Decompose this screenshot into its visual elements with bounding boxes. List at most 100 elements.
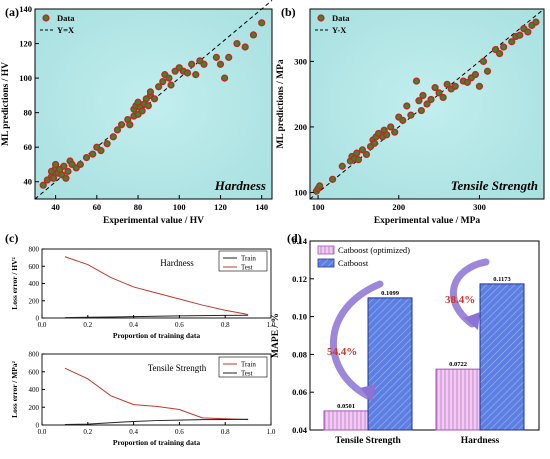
bar-optimized	[435, 368, 481, 431]
legend-label-data: Data	[57, 13, 75, 23]
data-point	[423, 100, 431, 108]
data-point	[479, 57, 488, 66]
panel-letter: (b)	[281, 5, 296, 19]
data-point	[138, 107, 146, 115]
data-point	[150, 95, 159, 103]
y-tick-label: 0.14	[292, 236, 308, 246]
data-point	[200, 60, 208, 68]
x-tick-label: 0.8	[221, 321, 230, 329]
x-tick-label: 200	[392, 202, 405, 212]
arrow-hardness	[449, 258, 490, 328]
legend-label-optimized: Catboost (optimized)	[338, 245, 410, 255]
x-tick-label: 0.2	[83, 321, 92, 329]
y-axis-label: Loss error / HV²	[10, 256, 19, 309]
data-point	[249, 31, 258, 39]
bar-catboost	[367, 297, 413, 431]
data-point	[233, 39, 241, 48]
y-tick-label: 0.08	[292, 349, 307, 359]
data-point	[60, 162, 68, 170]
data-point	[475, 82, 484, 90]
legend-label-ref: Y-X	[332, 25, 347, 35]
legend: Data Y-X	[315, 13, 350, 35]
data-point	[353, 149, 361, 157]
data-point	[328, 175, 337, 183]
data-point	[192, 71, 200, 79]
data-point	[146, 88, 155, 96]
legend: Catboost (optimized) Catboost	[317, 245, 410, 268]
data-point	[451, 82, 459, 90]
data-point	[221, 74, 229, 82]
y-tick-label: 140	[19, 4, 32, 14]
data-point	[338, 162, 346, 170]
legend-label-data: Data	[332, 13, 350, 23]
data-point	[417, 106, 425, 115]
panel-annotation: Tensile Strength	[148, 363, 207, 373]
x-tick-label: 0.4	[129, 321, 138, 329]
data-point	[82, 153, 91, 162]
y-tick-label: 0.06	[292, 387, 307, 397]
x-tick-label: 60	[93, 202, 102, 212]
legend-marker-data	[42, 14, 50, 22]
series-line-train	[64, 367, 249, 421]
bar-catboost	[479, 283, 525, 431]
y-tick-label: 0.12	[292, 274, 307, 284]
data-point	[167, 81, 175, 89]
panel-letter: (a)	[5, 5, 19, 19]
legend-box	[218, 356, 268, 378]
reduction-label-tensile: 54.4%	[327, 346, 357, 358]
panel-a-group: 40 60 80 100 120 140 40 60 80 100 120 140 Experiment…	[1, 0, 273, 226]
bar-value-label: 0.0722	[449, 361, 467, 368]
x-tick-label: 300	[473, 202, 486, 212]
y-tick-label: 400	[29, 386, 40, 394]
y-tick-label: 100	[19, 73, 32, 83]
x-tick-label: 0.6	[175, 428, 184, 436]
data-point	[52, 160, 60, 169]
arrow-head-tensile	[360, 384, 376, 402]
y-tick-label: 0.10	[292, 312, 307, 322]
y-tick-label: 100	[294, 187, 307, 197]
y-tick-label: 800	[29, 246, 40, 254]
data-point	[524, 28, 532, 36]
y-tick-label: 80	[24, 108, 33, 118]
bar-value-label: 0.1173	[493, 276, 511, 283]
data-point	[354, 156, 363, 164]
bar-optimized	[323, 410, 369, 431]
data-point	[431, 84, 439, 92]
data-point	[391, 128, 399, 136]
x-tick-label: 1.0	[267, 321, 276, 329]
data-point	[358, 146, 367, 154]
x-axis-label: Proportion of training data	[113, 438, 200, 447]
data-point	[463, 78, 471, 86]
data-point	[362, 150, 371, 159]
x-tick-label: 0.4	[129, 428, 138, 436]
y-tick-label: 0.04	[292, 425, 308, 435]
data-point	[471, 70, 480, 79]
x-tick-label: 100	[173, 202, 186, 212]
category-label: Tensile Strength	[335, 436, 401, 446]
data-point	[76, 160, 84, 169]
panel-c-top-group: 0.0 0.2 0.4 0.6 0.8 1.0 0 200 400 600 800 Proportio…	[5, 231, 276, 340]
data-point	[419, 91, 427, 100]
data-point	[435, 89, 443, 97]
x-tick-label: 40	[51, 202, 60, 212]
y-tick-label: 800	[29, 351, 40, 359]
data-point	[103, 140, 111, 148]
data-point	[427, 95, 435, 104]
legend-swatch-optimized	[317, 245, 335, 255]
arrow-head-hardness	[464, 312, 480, 330]
y-tick-label: 200	[29, 404, 40, 412]
data-point	[225, 53, 233, 61]
data-point	[144, 102, 152, 110]
data-point	[89, 150, 97, 158]
series-line-test	[64, 418, 249, 426]
legend-label-train: Train	[241, 361, 256, 369]
legend-marker-data	[317, 14, 325, 22]
panel-letter: (c)	[5, 231, 18, 245]
legend-swatch-catboost	[317, 258, 335, 268]
y-tick-label: 0	[36, 315, 40, 323]
y-tick-label: 120	[19, 39, 32, 49]
data-point	[415, 97, 423, 105]
x-tick-label: 80	[134, 202, 143, 212]
